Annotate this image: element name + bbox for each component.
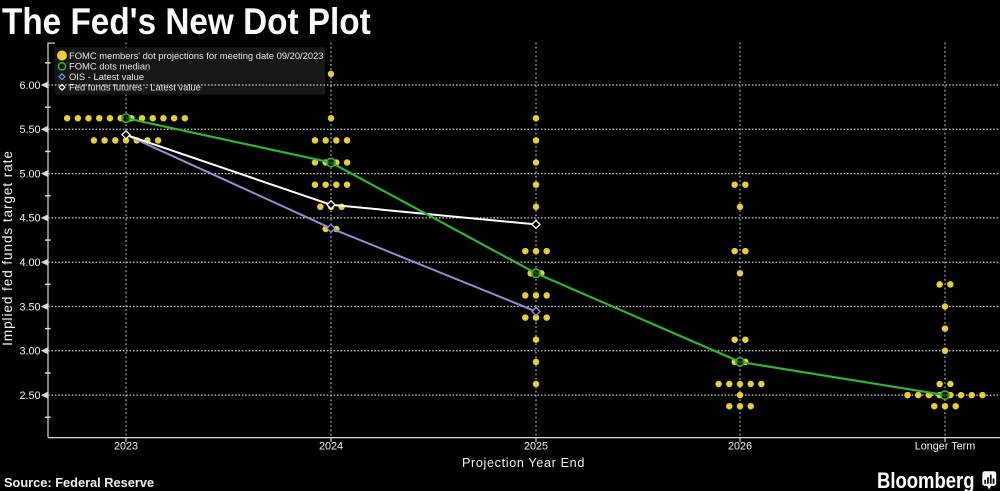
svg-text:2025: 2025 — [524, 441, 548, 453]
svg-text:5.50: 5.50 — [19, 124, 40, 136]
svg-text:Longer Term: Longer Term — [915, 441, 975, 453]
svg-text:6.00: 6.00 — [19, 80, 40, 92]
svg-text:4.50: 4.50 — [19, 213, 40, 225]
svg-text:Implied fed funds target rate: Implied fed funds target rate — [0, 150, 15, 346]
svg-text:OIS - Latest value: OIS - Latest value — [69, 71, 144, 82]
svg-text:2.50: 2.50 — [19, 390, 40, 402]
svg-text:Fed funds futures - Latest val: Fed funds futures - Latest value — [69, 82, 201, 93]
svg-text:Projection Year End: Projection Year End — [462, 456, 585, 470]
svg-text:2024: 2024 — [319, 441, 343, 453]
svg-text:3.00: 3.00 — [19, 346, 40, 358]
svg-text:5.00: 5.00 — [19, 168, 40, 180]
svg-text:FOMC dots median: FOMC dots median — [69, 61, 150, 72]
svg-text:FOMC members' dot projections: FOMC members' dot projections for meetin… — [69, 50, 324, 61]
svg-text:2026: 2026 — [728, 441, 752, 453]
svg-text:3.50: 3.50 — [19, 301, 40, 313]
svg-text:2023: 2023 — [114, 441, 138, 453]
svg-text:4.00: 4.00 — [19, 257, 40, 269]
